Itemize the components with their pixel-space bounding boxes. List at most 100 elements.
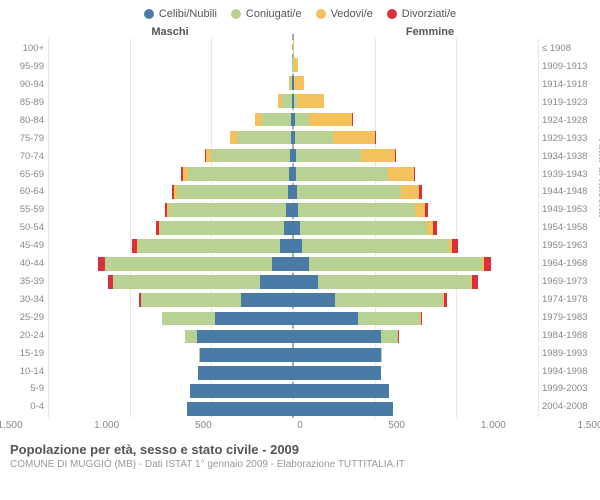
age-tick: 25-29 bbox=[10, 309, 48, 327]
age-tick: 5-9 bbox=[10, 380, 48, 398]
pyramid-row bbox=[48, 92, 538, 110]
bar-segment bbox=[421, 312, 422, 326]
bar-segment bbox=[162, 312, 214, 326]
bar-segment bbox=[160, 221, 284, 235]
male-half bbox=[48, 384, 293, 398]
female-half bbox=[293, 293, 538, 307]
legend-label: Coniugati/e bbox=[246, 8, 302, 20]
male-half bbox=[48, 275, 293, 289]
bar-segment bbox=[188, 167, 289, 181]
bar-segment bbox=[187, 402, 293, 416]
x-tick-label: 500 bbox=[195, 420, 212, 431]
age-tick: 10-14 bbox=[10, 362, 48, 380]
pyramid-row bbox=[48, 201, 538, 219]
y-axis-age-groups: 100+95-9990-9485-8980-8475-7970-7465-696… bbox=[10, 38, 48, 418]
x-tick-label: 1.500 bbox=[577, 420, 600, 431]
bar-segment bbox=[293, 384, 389, 398]
pyramid-row bbox=[48, 147, 538, 165]
bar-segment bbox=[294, 58, 298, 72]
male-half bbox=[48, 131, 293, 145]
male-half bbox=[48, 76, 293, 90]
female-half bbox=[293, 275, 538, 289]
bar-segment bbox=[282, 94, 292, 108]
pyramid-row bbox=[48, 400, 538, 418]
legend-label: Vedovi/e bbox=[331, 8, 373, 20]
pyramid-row bbox=[48, 273, 538, 291]
female-half bbox=[293, 113, 538, 127]
bar-segment bbox=[358, 312, 420, 326]
male-half bbox=[48, 203, 293, 217]
male-half bbox=[48, 149, 293, 163]
female-half bbox=[293, 58, 538, 72]
chart-title: Popolazione per età, sesso e stato civil… bbox=[10, 442, 590, 457]
age-tick: 0-4 bbox=[10, 398, 48, 416]
age-tick: 100+ bbox=[10, 40, 48, 58]
bar-segment bbox=[395, 149, 396, 163]
bar-segment bbox=[197, 330, 293, 344]
chart-subtitle: COMUNE DI MUGGIÒ (MB) - Dati ISTAT 1° ge… bbox=[10, 459, 590, 470]
pyramid-row bbox=[48, 382, 538, 400]
male-half bbox=[48, 366, 293, 380]
female-half bbox=[293, 149, 538, 163]
bar-segment bbox=[293, 348, 381, 362]
female-half bbox=[293, 312, 538, 326]
birthyear-tick: 1969-1973 bbox=[538, 273, 590, 291]
legend: Celibi/Nubili Coniugati/e Vedovi/e Divorzia… bbox=[10, 8, 590, 20]
age-tick: 35-39 bbox=[10, 273, 48, 291]
male-half bbox=[48, 221, 293, 235]
header-female: Femmine bbox=[300, 26, 590, 38]
birthyear-tick: ≤ 1908 bbox=[538, 40, 590, 58]
birthyear-tick: 1934-1938 bbox=[538, 147, 590, 165]
male-half bbox=[48, 94, 293, 108]
legend-label: Celibi/Nubili bbox=[159, 8, 217, 20]
bar-segment bbox=[200, 348, 293, 362]
male-half bbox=[48, 348, 293, 362]
bar-segment bbox=[105, 257, 272, 271]
female-half bbox=[293, 348, 538, 362]
birthyear-tick: 1954-1958 bbox=[538, 219, 590, 237]
pyramid-row bbox=[48, 364, 538, 382]
birthyear-tick: 1914-1918 bbox=[538, 76, 590, 94]
age-tick: 55-59 bbox=[10, 201, 48, 219]
y-axis-right-label: Anni di nascita bbox=[596, 139, 600, 217]
bar-segment bbox=[280, 239, 293, 253]
bar-segment bbox=[293, 239, 302, 253]
age-tick: 95-99 bbox=[10, 58, 48, 76]
male-half bbox=[48, 312, 293, 326]
female-half bbox=[293, 76, 538, 90]
birthyear-tick: 1959-1963 bbox=[538, 237, 590, 255]
bar-segment bbox=[302, 239, 449, 253]
male-half bbox=[48, 330, 293, 344]
population-pyramid-chart: { "chart": { "type": "population-pyramid… bbox=[0, 0, 600, 500]
pyramid-row bbox=[48, 74, 538, 92]
bar-segment bbox=[293, 330, 381, 344]
bar-segment bbox=[185, 330, 196, 344]
x-tick-label: 0 bbox=[297, 420, 303, 431]
x-tick-label: 1.000 bbox=[481, 420, 506, 431]
pyramid-row bbox=[48, 328, 538, 346]
birthyear-tick: 1949-1953 bbox=[538, 201, 590, 219]
legend-swatch bbox=[231, 9, 241, 19]
bar-segment bbox=[452, 239, 458, 253]
pyramid-row bbox=[48, 165, 538, 183]
plot bbox=[48, 38, 538, 418]
pyramid-row bbox=[48, 219, 538, 237]
bar-segment bbox=[298, 203, 416, 217]
bar-segment bbox=[419, 185, 421, 199]
y-axis-birth-years: ≤ 19081909-19131914-19181919-19231924-19… bbox=[538, 38, 590, 418]
bar-segment bbox=[113, 275, 260, 289]
x-tick-label: 1.500 bbox=[0, 420, 23, 431]
bar-segment bbox=[293, 366, 381, 380]
age-tick: 50-54 bbox=[10, 219, 48, 237]
age-tick: 65-69 bbox=[10, 165, 48, 183]
female-half bbox=[293, 40, 538, 54]
birthyear-tick: 1994-1998 bbox=[538, 362, 590, 380]
bar-segment bbox=[169, 203, 287, 217]
birthyear-tick: 1919-1923 bbox=[538, 94, 590, 112]
legend-item-divorziati: Divorziati/e bbox=[387, 8, 456, 20]
pyramid-row bbox=[48, 128, 538, 146]
birthyear-tick: 1909-1913 bbox=[538, 58, 590, 76]
bar-segment bbox=[297, 185, 402, 199]
legend-label: Divorziati/e bbox=[402, 8, 456, 20]
bar-segment bbox=[262, 113, 291, 127]
